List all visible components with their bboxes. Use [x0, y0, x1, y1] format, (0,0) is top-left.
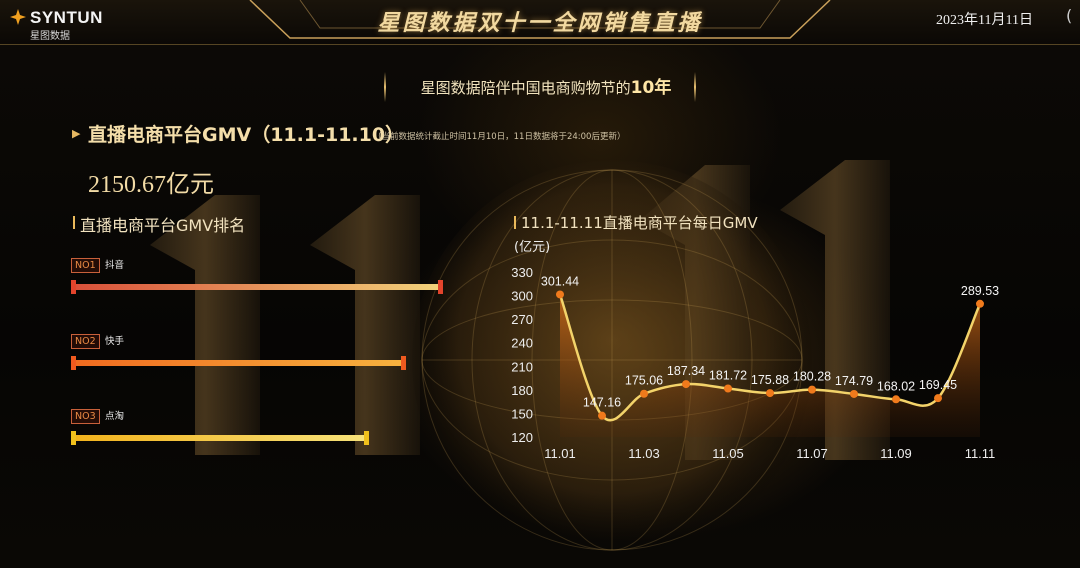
- data-point: [682, 380, 690, 389]
- x-tick-label: 11.07: [796, 446, 828, 461]
- data-label: 175.88: [751, 373, 789, 387]
- corner-bracket-icon: (: [1066, 6, 1073, 25]
- x-tick-label: 11.05: [712, 446, 744, 461]
- rank-badge: NO3: [71, 409, 100, 424]
- data-label: 180.28: [793, 370, 831, 384]
- rank-platform-name: 快手: [105, 336, 125, 347]
- x-tick-label: 11.03: [628, 446, 660, 461]
- data-point: [934, 394, 942, 403]
- x-tick-label: 11.01: [544, 446, 576, 461]
- data-point: [850, 389, 858, 398]
- y-tick-label: 270: [511, 312, 533, 327]
- triangle-right-icon: ▶: [72, 127, 81, 140]
- y-tick-label: 240: [511, 336, 533, 351]
- subtitle-band: 星图数据陪伴中国电商购物节的10年: [396, 76, 696, 100]
- subtitle-highlight: 10年: [630, 78, 672, 98]
- page-title: 星图数据双十一全网销售直播: [377, 11, 703, 36]
- gmv-section-title: 直播电商平台GMV（11.1-11.10）: [88, 124, 405, 146]
- rank-bar-cap: [71, 280, 76, 294]
- gmv-update-note: （当前数据统计截止时间11月10日，11日数据将于24:00后更新）: [373, 132, 626, 142]
- rank-bar: [71, 356, 406, 370]
- data-label: 181.72: [709, 369, 747, 383]
- data-label: 289.53: [961, 284, 999, 298]
- data-point: [640, 389, 648, 398]
- syntun-star-icon: [10, 9, 26, 25]
- chart-title-marker: [514, 216, 516, 229]
- header-frame-decoration: [249, 0, 831, 39]
- y-tick-label: 180: [511, 383, 533, 398]
- rank-bar: [71, 431, 369, 445]
- rank-badge: NO1: [71, 258, 100, 273]
- ranking-title: 直播电商平台GMV排名: [80, 216, 246, 235]
- data-point: [976, 299, 984, 308]
- y-tick-label: 150: [511, 406, 533, 421]
- chart-title: 11.1-11.11直播电商平台每日GMV: [521, 214, 758, 232]
- y-tick-label: 330: [511, 265, 533, 280]
- data-point: [724, 384, 732, 393]
- header-date: 2023年11月11日: [936, 13, 1033, 28]
- rank-bar-cap: [71, 356, 76, 370]
- data-label: 187.34: [667, 364, 705, 378]
- subtitle-text: 星图数据陪伴中国电商购物节的: [420, 79, 631, 97]
- rank-bar: [71, 280, 443, 294]
- data-point: [892, 395, 900, 404]
- rank-bar-cap: [438, 280, 443, 294]
- rank-badge: NO2: [71, 334, 100, 349]
- data-label: 301.44: [541, 274, 579, 288]
- ranking-title-marker: [73, 216, 75, 229]
- y-tick-label: 120: [511, 430, 533, 445]
- data-label: 175.06: [625, 374, 663, 388]
- data-label: 147.16: [583, 396, 621, 410]
- rank-bar-cap: [401, 356, 406, 370]
- gmv-total-value: 2150.67亿元: [88, 172, 214, 198]
- series-area: [560, 294, 980, 437]
- subtitle-rule-left: [384, 72, 386, 102]
- rank-platform-name: 点淘: [105, 411, 125, 422]
- logo-sub: 星图数据: [30, 31, 70, 42]
- data-point: [598, 411, 606, 420]
- data-label: 169.45: [919, 378, 957, 392]
- y-tick-label: 300: [511, 289, 533, 304]
- rank-bar-cap: [71, 431, 76, 445]
- chart-y-axis-label: (亿元): [514, 240, 551, 255]
- x-tick-label: 11.11: [965, 446, 996, 461]
- data-label: 174.79: [835, 374, 873, 388]
- data-point: [556, 290, 564, 299]
- data-point: [808, 385, 816, 394]
- syntun-logo: SYNTUN 星图数据: [10, 6, 120, 42]
- data-point: [766, 389, 774, 398]
- x-tick-label: 11.09: [880, 446, 912, 461]
- subtitle-rule-right: [694, 72, 696, 102]
- rank-platform-name: 抖音: [105, 260, 125, 271]
- data-label: 168.02: [877, 379, 915, 393]
- logo-name: SYNTUN: [30, 8, 103, 27]
- rank-bar-cap: [364, 431, 369, 445]
- y-tick-label: 210: [511, 359, 533, 374]
